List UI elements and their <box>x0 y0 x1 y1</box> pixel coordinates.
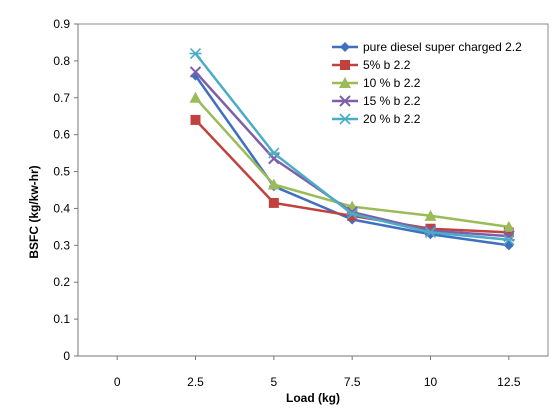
axes-layer: 0 0.1 0.2 0.3 0.4 0.5 0.6 0.7 0.8 0.9 0 2.5 5 7.5 10 12… <box>53 17 549 389</box>
series-4-point <box>189 66 202 78</box>
legend-label: 20 % b 2.2 <box>363 112 421 126</box>
y-tick-label: 0 <box>63 349 70 363</box>
series-2 <box>190 114 514 238</box>
legend-item: pure diesel super charged 2.2 <box>332 40 522 54</box>
y-tick-label: 0.8 <box>53 54 70 68</box>
y-tick-label: 0.7 <box>53 91 70 105</box>
series-5 <box>189 47 515 246</box>
series-3-point <box>502 220 515 232</box>
x-tick-label: 7.5 <box>344 375 361 389</box>
legend-item: 5% b 2.2 <box>332 58 411 72</box>
x-tick-label: 2.5 <box>187 375 204 389</box>
series-3-point <box>267 178 280 190</box>
x-tick-label: 5 <box>270 375 277 389</box>
y-tick-label: 0.4 <box>53 201 70 215</box>
legend-item: 20 % b 2.2 <box>332 112 421 126</box>
y-tick-label: 0.1 <box>53 312 70 326</box>
series-4-point-stroke <box>189 66 202 78</box>
y-tick-label: 0.2 <box>53 275 70 289</box>
x-axis-title: Load (kg) <box>286 391 340 405</box>
legend-swatch-marker <box>339 95 351 107</box>
legend-swatch-marker <box>340 60 350 70</box>
legend-swatch-marker <box>339 113 351 125</box>
y-axis-title: BSFC (kg/kw-hr) <box>27 165 41 258</box>
x-tick-label: 12.5 <box>497 375 521 389</box>
y-tick-label: 0.3 <box>53 238 70 252</box>
legend-item: 10 % b 2.2 <box>332 76 421 90</box>
legend-label: 15 % b 2.2 <box>363 94 421 108</box>
legend-label: 10 % b 2.2 <box>363 76 421 90</box>
series-5-point <box>189 47 202 60</box>
series-2-point <box>503 227 514 238</box>
series-5-point <box>502 234 515 246</box>
legend-swatch-marker <box>339 77 351 88</box>
legend-swatch-marker-stroke <box>339 95 351 107</box>
series-4-point-stroke <box>346 206 358 218</box>
series-2-point <box>347 210 358 221</box>
y-tick-label: 0.6 <box>53 128 70 142</box>
series-layer <box>189 47 515 251</box>
chart-legend: pure diesel super charged 2.2 5% b 2.2 10 … <box>332 40 522 126</box>
y-tick-label: 0.5 <box>53 165 70 179</box>
legend-label: pure diesel super charged 2.2 <box>363 40 522 54</box>
series-5-point <box>346 208 359 220</box>
legend-swatch-marker <box>340 42 350 52</box>
legend-label: 5% b 2.2 <box>363 58 411 72</box>
series-5-point <box>267 147 280 159</box>
series-3-point <box>189 91 202 103</box>
y-tick-label: 0.9 <box>53 17 70 31</box>
series-2-point <box>425 223 436 234</box>
series-3-point <box>424 209 437 221</box>
series-2-point <box>190 114 201 125</box>
x-tick-label: 10 <box>424 375 438 389</box>
series-4 <box>189 66 515 242</box>
series-4-point-stroke <box>424 224 437 237</box>
x-tick-label: 0 <box>114 375 121 389</box>
series-5-point <box>424 226 437 238</box>
legend-item: 15 % b 2.2 <box>332 94 421 108</box>
series-2-point <box>268 197 279 208</box>
